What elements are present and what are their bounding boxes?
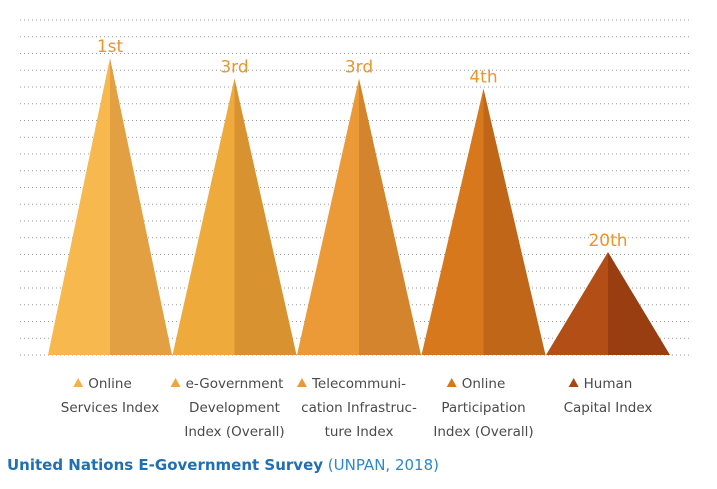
legend-label-line: ture Index: [325, 424, 394, 440]
legend-label: e-Government Development Index (Overall): [184, 376, 284, 440]
legend-label-line: Telecommuni-: [311, 376, 406, 392]
legend-label: Online Services Index: [61, 376, 159, 416]
legend-marker-icon: [73, 378, 84, 387]
triangle-bars: [48, 58, 670, 355]
legend-label-line: cation Infrastruc-: [301, 400, 417, 416]
bar-face-left: [546, 252, 608, 355]
source-caption: United Nations E-Government Survey (UNPA…: [7, 456, 439, 474]
triangle-bar: [297, 78, 421, 355]
legend-label-line: Online: [462, 376, 506, 392]
triangle-bar: [172, 78, 297, 355]
rank-labels: 1st 3rd 3rd 4th 20th: [97, 37, 628, 251]
legend-label-line: Index (Overall): [184, 424, 284, 440]
chart-area: 1st 3rd 3rd 4th 20th Online Services Index e-G…: [20, 19, 690, 440]
legend-label-line: Development: [189, 400, 280, 416]
category-legend: Online Services Index e-Government Developm…: [61, 376, 653, 440]
bar-face-left: [172, 78, 235, 355]
legend-label-line: Human: [584, 376, 633, 392]
legend-marker-icon: [170, 378, 181, 387]
bar-face-right: [483, 88, 546, 355]
triangle-bar: [421, 88, 546, 355]
bar-face-right: [110, 58, 172, 355]
bar-face-left: [421, 88, 484, 355]
bar-face-left: [297, 78, 359, 355]
source-note: (UNPAN, 2018): [323, 456, 439, 474]
bar-face-right: [608, 252, 670, 355]
rank-label: 4th: [469, 68, 497, 88]
legend-label-line: Services Index: [61, 400, 159, 416]
legend-label-line: e-Government: [186, 376, 284, 392]
bar-face-right: [234, 78, 297, 355]
rank-label: 20th: [588, 231, 627, 251]
rank-label: 3rd: [220, 57, 248, 77]
rank-label: 3rd: [345, 57, 373, 77]
legend-marker-icon: [446, 378, 457, 387]
legend-label: Telecommuni-cation Infrastruc-ture Index: [301, 376, 417, 440]
rank-label: 1st: [97, 37, 124, 57]
legend-marker-icon: [296, 378, 307, 387]
triangle-bar: [546, 252, 670, 355]
legend-label-line: Online: [88, 376, 132, 392]
bar-face-left: [48, 58, 110, 355]
source-link[interactable]: United Nations E-Government Survey: [7, 456, 324, 474]
legend-label: Online Participation Index (Overall): [433, 376, 533, 440]
legend-label-line: Capital Index: [564, 400, 653, 416]
triangle-bar: [48, 58, 172, 355]
legend-label-line: Participation: [441, 400, 525, 416]
bar-face-right: [359, 78, 421, 355]
legend-label-line: Index (Overall): [433, 424, 533, 440]
legend-marker-icon: [568, 378, 579, 387]
legend-label: Human Capital Index: [564, 376, 653, 416]
